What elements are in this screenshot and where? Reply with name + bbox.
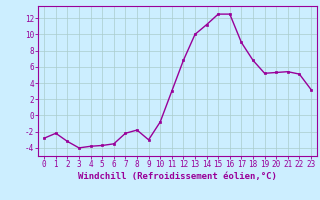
X-axis label: Windchill (Refroidissement éolien,°C): Windchill (Refroidissement éolien,°C) <box>78 172 277 181</box>
